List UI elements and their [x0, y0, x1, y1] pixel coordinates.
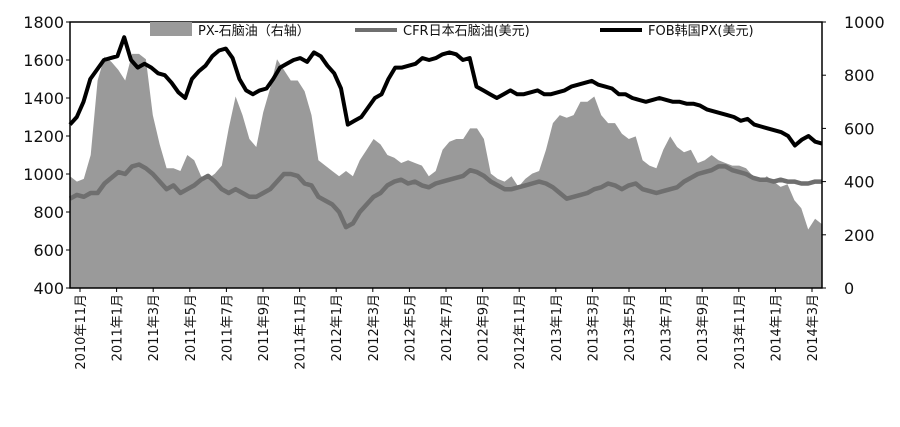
- axes-layer: 400 600 800 1000 1200 1400 1600 1800 0 200 400 600 8…: [23, 13, 884, 370]
- series-area-px-naphtha: [70, 53, 822, 289]
- x-axis-tick-label: 2013年11月: [733, 294, 748, 370]
- legend-entry-label: PX-石脑油（右轴）: [198, 24, 310, 39]
- x-axis-tick-label: 2012年11月: [513, 294, 528, 370]
- series-line-cfr-japan-naphtha: [68, 162, 822, 230]
- plot-layer: [68, 35, 823, 289]
- left-axis-tick-label: 400: [33, 279, 64, 298]
- x-axis-tick-label: 2012年1月: [330, 294, 345, 361]
- x-axis-tick-label: 2011年5月: [184, 294, 199, 361]
- x-axis-tick-label: 2011年7月: [220, 294, 235, 361]
- series-line-fob-korea-px: [68, 35, 823, 148]
- x-axis-tick-label: 2012年9月: [477, 294, 492, 361]
- x-axis-tick-label: 2010年11月: [74, 294, 89, 370]
- x-axis-tick-label: 2011年3月: [147, 294, 162, 361]
- x-axis-tick-label: 2012年5月: [403, 294, 418, 361]
- legend-entry-label: CFR日本石脑油(美元): [403, 24, 530, 39]
- x-axis-tick-label: 2013年9月: [696, 294, 711, 361]
- x-axis-tick-label: 2011年1月: [111, 294, 126, 361]
- left-axis-tick-label: 1800: [23, 13, 64, 32]
- right-axis-tick-label: 0: [844, 279, 854, 298]
- x-axis-tick-label: 2011年11月: [294, 294, 309, 370]
- right-axis-tick-label: 400: [844, 173, 875, 192]
- x-axis-tick-label: 2013年7月: [660, 294, 675, 361]
- legend-swatch-area: [150, 22, 192, 36]
- x-axis-tick-label: 2012年7月: [440, 294, 455, 361]
- right-axis-tick-label: 600: [844, 119, 875, 138]
- left-axis-tick-label: 1200: [23, 127, 64, 146]
- right-axis-tick-label: 800: [844, 66, 875, 85]
- x-axis-tick-label: 2012年3月: [367, 294, 382, 361]
- left-axis-tick-label: 1000: [23, 165, 64, 184]
- legend: PX-石脑油（右轴） CFR日本石脑油(美元) FOB韩国PX(美元): [150, 22, 754, 39]
- x-axis-tick-label: 2013年1月: [550, 294, 565, 361]
- left-axis-tick-label: 800: [33, 203, 64, 222]
- left-axis-tick-label: 1400: [23, 89, 64, 108]
- x-axis-tick-label: 2011年9月: [257, 294, 272, 361]
- right-axis-tick-label: 200: [844, 226, 875, 245]
- legend-entry-label: FOB韩国PX(美元): [648, 24, 754, 39]
- left-axis-tick-label: 1600: [23, 51, 64, 70]
- right-axis-tick-label: 1000: [844, 13, 885, 32]
- x-axis-tick-label: 2013年5月: [623, 294, 638, 361]
- x-axis-tick-label: 2014年3月: [806, 294, 821, 361]
- x-axis-tick-label: 2013年3月: [586, 294, 601, 361]
- left-axis-tick-label: 600: [33, 241, 64, 260]
- x-axis-tick-label: 2014年1月: [769, 294, 784, 361]
